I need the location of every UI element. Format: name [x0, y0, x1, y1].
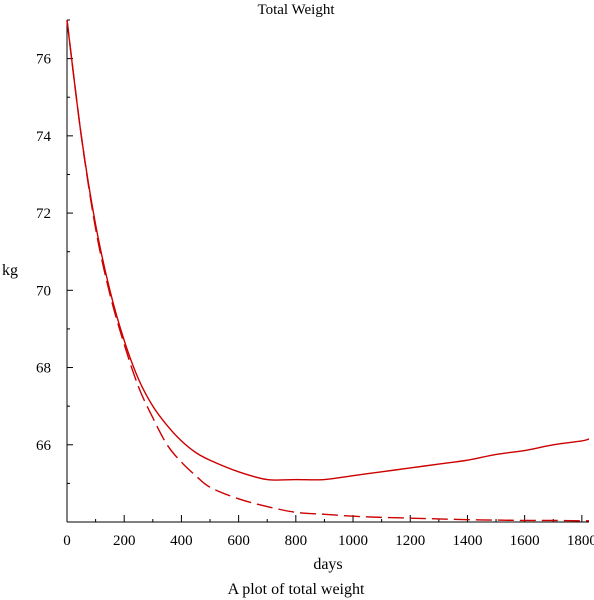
x-tick-label: 400 — [170, 533, 193, 549]
y-tick-label: 74 — [36, 129, 52, 145]
axes: 0 200 400 600 800 1000 1200 1400 1600 1800 66 68 70 7… — [36, 19, 594, 549]
x-tick-label: 800 — [285, 533, 308, 549]
x-tick-label: 1800 — [567, 533, 594, 549]
series-line-solid — [66, 19, 590, 481]
x-tick-label: 1000 — [338, 533, 368, 549]
y-tick-label: 70 — [36, 283, 51, 299]
chart-title: Total Weight — [257, 2, 335, 18]
y-tick-label: 66 — [36, 438, 52, 454]
x-tick-label: 1600 — [510, 533, 540, 549]
y-tick-label: 72 — [36, 206, 51, 222]
x-tick-label: 200 — [113, 533, 136, 549]
series-group — [66, 19, 590, 522]
chart-caption: A plot of total weight — [228, 581, 365, 598]
x-tick-label: 1400 — [452, 533, 482, 549]
y-tick-label: 76 — [36, 52, 52, 68]
x-tick-label: 1200 — [395, 533, 425, 549]
y-tick-label: 68 — [36, 361, 51, 377]
y-axis-title: kg — [2, 262, 18, 279]
x-tick-label: 0 — [63, 533, 71, 549]
x-tick-label: 600 — [227, 533, 250, 549]
x-axis-title: days — [313, 556, 342, 573]
series-line-dashed — [66, 19, 590, 522]
